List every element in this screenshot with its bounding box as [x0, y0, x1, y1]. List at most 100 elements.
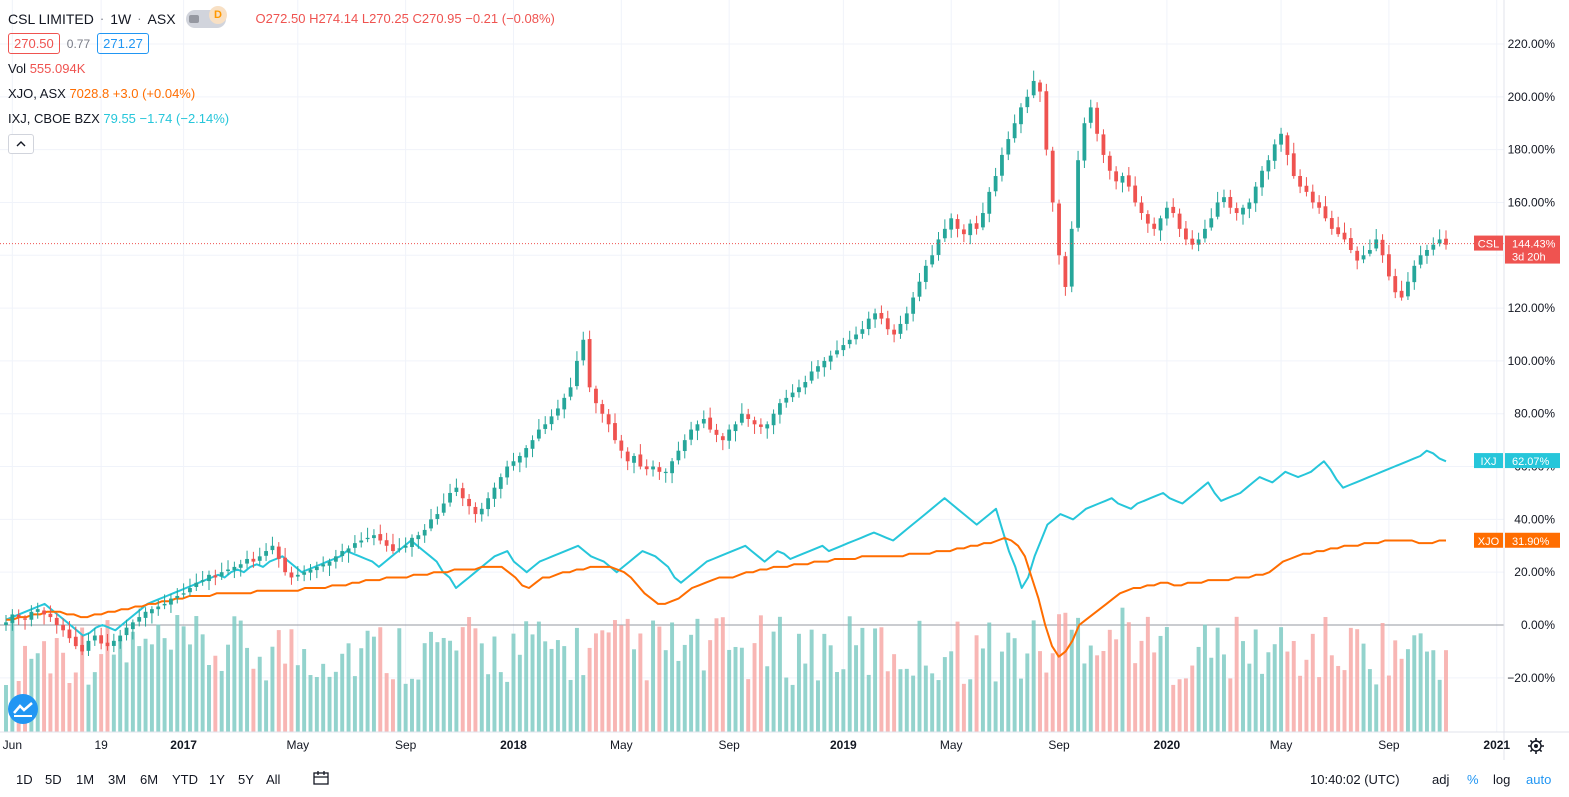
- study-row-xjo[interactable]: XJO, ASX 7028.8 +3.0 (+0.04%): [8, 81, 555, 106]
- bottom-toolbar: 1D 5D 1M 3M 6M YTD 1Y 5Y All 10:40:02 (U…: [0, 762, 1569, 797]
- volume-bar: [1279, 627, 1284, 732]
- volume-bar: [448, 640, 453, 732]
- tradingview-logo-icon[interactable]: [8, 694, 38, 724]
- interval[interactable]: 1W: [110, 10, 132, 27]
- y-tick-label: 120.00%: [1508, 301, 1556, 315]
- candle-body: [270, 545, 275, 551]
- volume-bar: [29, 658, 34, 732]
- price-axis[interactable]: 220.00%200.00%180.00%160.00%140.00%120.0…: [1507, 37, 1555, 685]
- badge-csl[interactable]: CSL 144.43%3d 20h: [1474, 235, 1560, 264]
- candle-body: [137, 617, 142, 622]
- open-value: 272.50: [265, 11, 306, 26]
- candle: [974, 215, 979, 235]
- candle-body: [156, 606, 161, 610]
- candle-body: [1031, 80, 1036, 96]
- candle: [340, 543, 345, 562]
- volume-bar: [403, 683, 408, 732]
- candle-body: [536, 429, 541, 439]
- volume-bar: [340, 653, 345, 732]
- log-scale-toggle[interactable]: log: [1493, 772, 1511, 787]
- series-line-ixj[interactable]: [5, 449, 1447, 637]
- candle-body: [524, 448, 529, 458]
- candle: [1253, 182, 1258, 212]
- range-1m-button[interactable]: 1M: [76, 772, 95, 787]
- volume-bar: [1431, 650, 1436, 732]
- candle: [226, 560, 230, 575]
- range-ytd-button[interactable]: YTD: [172, 772, 198, 787]
- time-axis[interactable]: Jun 19 2017 May Sep 2018 May Sep 2019 May Sep 2020 M…: [3, 738, 1569, 752]
- volume-bar: [359, 648, 364, 732]
- candle: [1329, 210, 1334, 235]
- volume-bar: [1190, 665, 1195, 732]
- time-axis-gear-icon[interactable]: [1528, 738, 1544, 754]
- auto-scale-toggle[interactable]: auto: [1526, 772, 1552, 787]
- volume-bar: [422, 643, 427, 732]
- candle: [441, 493, 446, 516]
- candle: [156, 599, 161, 616]
- volume-bar: [1323, 616, 1328, 732]
- candle-body: [308, 569, 313, 573]
- candle: [1101, 129, 1106, 164]
- candle: [257, 547, 262, 566]
- volume-bar: [1380, 623, 1385, 732]
- volume-bar: [549, 648, 554, 732]
- volume-bar: [638, 633, 643, 732]
- candle-body: [10, 614, 15, 623]
- range-5d-button[interactable]: 5D: [45, 772, 62, 787]
- bid-price[interactable]: 270.50: [8, 33, 60, 54]
- clock-time[interactable]: 10:40:02 (UTC): [1310, 772, 1400, 787]
- volume-bar: [162, 638, 167, 732]
- candle: [1031, 70, 1036, 99]
- badge-xjo[interactable]: XJO 31.90%: [1474, 532, 1560, 548]
- candle-body: [854, 334, 858, 340]
- range-6m-button[interactable]: 6M: [140, 772, 159, 787]
- candle-body: [181, 593, 186, 595]
- volume-bar: [1342, 670, 1347, 732]
- candle: [73, 626, 78, 650]
- ask-price[interactable]: 271.27: [97, 33, 149, 54]
- candle: [942, 219, 947, 242]
- candle: [1291, 142, 1296, 179]
- badge-ixj[interactable]: IXJ 62.07%: [1474, 453, 1560, 469]
- study-value: 555.094K: [29, 61, 86, 76]
- volume-bar: [42, 641, 47, 732]
- delayed-data-badge[interactable]: D: [209, 6, 227, 24]
- range-1d-button[interactable]: 1D: [16, 772, 33, 787]
- candle-body: [981, 213, 985, 228]
- volume-bar: [1069, 629, 1074, 732]
- chart-pane[interactable]: [0, 0, 1504, 732]
- study-row-ixj[interactable]: IXJ, CBOE BZX 79.55 −1.74 (−2.14%): [8, 106, 555, 131]
- collapse-legend-button[interactable]: [8, 133, 34, 154]
- series-line-xjo[interactable]: [6, 536, 1446, 658]
- range-1y-button[interactable]: 1Y: [209, 772, 225, 787]
- candle: [213, 569, 218, 586]
- volume-bar: [854, 645, 859, 732]
- candle: [86, 632, 91, 657]
- percent-scale-toggle[interactable]: %: [1467, 772, 1479, 787]
- candle-body: [124, 627, 129, 636]
- range-all-button[interactable]: All: [266, 772, 281, 787]
- candle-body: [746, 414, 751, 420]
- study-row-volume[interactable]: Vol 555.094K: [8, 56, 555, 81]
- candle: [1336, 216, 1341, 237]
- volume-bar: [118, 639, 123, 732]
- price-chart[interactable]: 220.00%200.00%180.00%160.00%140.00%120.0…: [0, 0, 1569, 760]
- volume-bar: [530, 634, 535, 732]
- symbol-name[interactable]: CSL LIMITED: [8, 10, 94, 27]
- range-5y-button[interactable]: 5Y: [238, 772, 254, 787]
- candle-body: [898, 323, 903, 334]
- date-range-button[interactable]: [312, 770, 330, 789]
- candle: [276, 542, 281, 568]
- adj-toggle[interactable]: adj: [1432, 772, 1450, 787]
- candle: [1215, 191, 1220, 220]
- high-label: H: [309, 11, 319, 26]
- range-3m-button[interactable]: 3M: [108, 772, 127, 787]
- badge-name-box: [1474, 532, 1503, 548]
- candle: [613, 413, 617, 444]
- volume-bar: [752, 643, 757, 732]
- exchange[interactable]: ASX: [147, 10, 176, 27]
- candle: [733, 421, 738, 442]
- candle-body: [1120, 176, 1125, 183]
- badge-value: 31.90%: [1512, 536, 1550, 548]
- volume-bar: [974, 635, 979, 732]
